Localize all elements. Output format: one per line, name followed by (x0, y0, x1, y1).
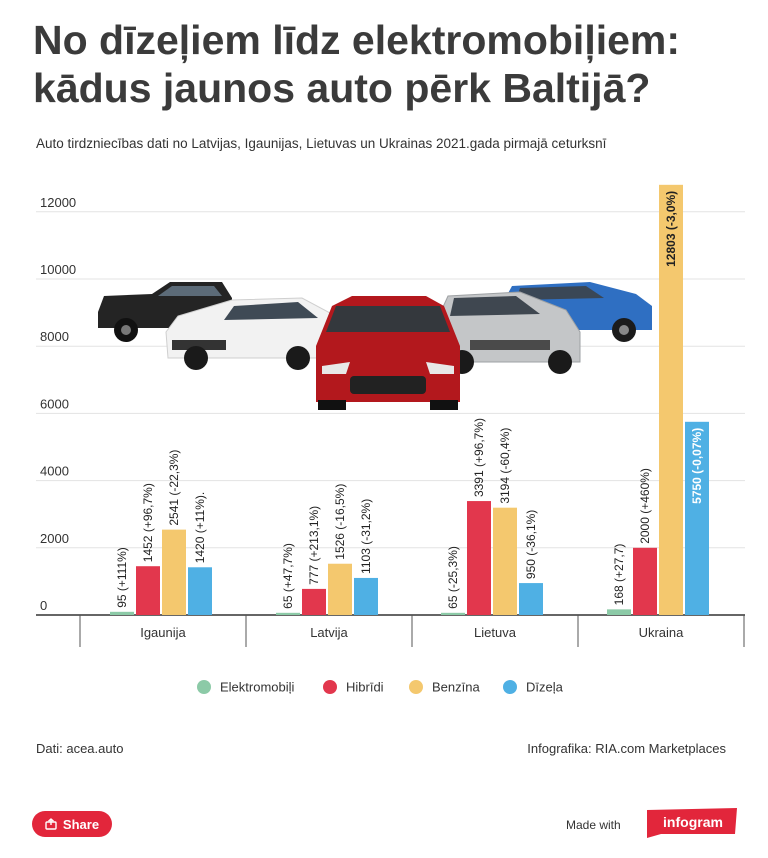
share-label: Share (62, 816, 100, 832)
bar-value-label: 2000 (+460%) (638, 468, 652, 544)
y-tick-label: 2000 (40, 531, 69, 546)
legend-swatch (503, 680, 517, 694)
bar-value-label: 3391 (+96,7%) (472, 418, 486, 497)
infogram-logo-text: infogram (663, 814, 723, 830)
y-tick-label: 0 (40, 598, 47, 613)
bar (354, 577, 378, 615)
x-category-label: Lietuva (474, 625, 517, 640)
chart-subtitle: Auto tirdzniecības dati no Latvijas, Iga… (36, 136, 607, 151)
legend-swatch (409, 680, 423, 694)
legend-swatch (323, 680, 337, 694)
y-tick-label: 12000 (40, 195, 76, 210)
bar-value-label: 168 (+27,7) (612, 544, 626, 606)
legend-label: Benzīna (432, 680, 480, 695)
bar (607, 609, 631, 615)
legend-item[interactable]: Benzīna (409, 680, 480, 695)
infogram-logo[interactable]: infogram (643, 808, 737, 838)
bar-value-label: 950 (-36,1%) (524, 510, 538, 579)
bar-value-label: 65 (-25,3%) (446, 546, 460, 609)
white-sedan-illustration (165, 297, 333, 370)
data-source: Dati: acea.auto (36, 741, 124, 756)
bar-value-label: 65 (+47,7%) (281, 543, 295, 609)
bar (136, 566, 160, 615)
share-button[interactable]: Share (32, 811, 112, 837)
legend-label: Dīzeļa (526, 680, 564, 695)
x-category-label: Igaunija (140, 625, 186, 640)
legend-label: Elektromobiļi (220, 680, 295, 695)
bar (302, 588, 326, 615)
legend-item[interactable]: Elektromobiļi (197, 680, 295, 695)
y-tick-label: 6000 (40, 396, 69, 411)
bar-value-label: 1452 (+96,7%) (141, 483, 155, 562)
infographic-credit: Infografika: RIA.com Marketplaces (527, 741, 726, 756)
bar (162, 529, 186, 615)
legend-item[interactable]: Hibrīdi (323, 680, 384, 695)
share-icon (45, 818, 57, 830)
legend-swatch (197, 680, 211, 694)
bar (659, 184, 683, 615)
bar (467, 501, 491, 615)
bar-value-label: 3194 (-60,4%) (498, 428, 512, 504)
bar-chart: 0 2000 4000 6000 8000 10000 12000 (36, 184, 745, 695)
y-tick-label: 10000 (40, 262, 76, 277)
red-sedan-illustration (316, 296, 460, 410)
x-category-label: Latvija (310, 625, 348, 640)
bar (633, 547, 657, 615)
page-title: No dīzeļiem līdz elektromobiļiem: kādus … (33, 17, 681, 111)
x-category-label: Ukraina (639, 625, 685, 640)
bar-value-label: 1103 (-31,2%) (359, 499, 373, 574)
bar (685, 421, 709, 615)
bar-value-label: 12803 (-3,0%) (664, 191, 678, 267)
bar-value-label: 1526 (-16,5%) (333, 484, 347, 560)
bar (328, 563, 352, 615)
bar-value-label: 95 (+111%) (115, 547, 129, 608)
legend-item[interactable]: Dīzeļa (503, 680, 564, 695)
bar-value-label: 2541 (-22,3%) (167, 450, 181, 526)
cars-illustration (98, 282, 652, 410)
bar (493, 507, 517, 615)
bar-value-label: 1420 (+11%). (193, 492, 207, 563)
bar (110, 611, 134, 615)
bar (519, 583, 543, 615)
bar-value-label: 5750 (-0,07%) (690, 428, 704, 504)
y-tick-label: 8000 (40, 329, 69, 344)
legend-label: Hibrīdi (346, 680, 384, 695)
bar (441, 612, 465, 615)
bar (188, 567, 212, 615)
bar (276, 612, 300, 615)
y-tick-label: 4000 (40, 464, 69, 479)
bar-value-label: 777 (+213,1%) (307, 506, 321, 585)
made-with-text: Made with (566, 818, 621, 832)
